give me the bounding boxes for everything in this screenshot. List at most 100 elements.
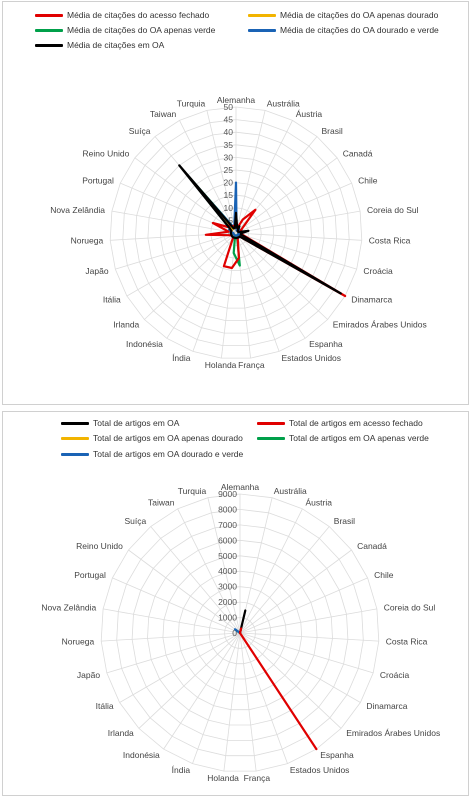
category-label-alemanha: Alemanha: [221, 482, 260, 492]
legend-item-total-de-artigos-em-oa-dourado-e-verde: Total de artigos em OA dourado e verde: [61, 449, 243, 459]
category-label-taiwan: Taiwan: [148, 498, 175, 508]
category-label-franca: França: [238, 360, 265, 370]
axis-tick-label: 5000: [218, 551, 237, 561]
grid-spoke: [179, 120, 237, 234]
grid-spoke: [126, 232, 237, 297]
grid-ring: [193, 586, 287, 680]
grid-ring: [162, 555, 318, 711]
grid-spoke: [235, 232, 306, 339]
axis-tick-label: 30: [224, 152, 234, 162]
category-label-italia: Itália: [103, 295, 121, 305]
category-label-nova-zelandia: Nova Zelândia: [41, 603, 96, 613]
axis-tick-label: 5: [228, 215, 233, 225]
grid-ring: [185, 182, 287, 284]
category-label-franca: França: [244, 773, 271, 783]
grid-spoke: [239, 632, 342, 729]
series-line-total-de-artigos-em-oa: [238, 609, 247, 635]
category-label-nova-zelandia: Nova Zelândia: [50, 205, 105, 215]
axis-tick-label: 8000: [218, 504, 237, 514]
series-line-total-de-artigos-em-acesso-fechado: [238, 627, 318, 751]
legend-swatch: [61, 421, 89, 425]
series-line-media-de-citacoes-em-oa: [178, 164, 342, 295]
grid-ring: [100, 493, 380, 772]
legend-swatch: [35, 13, 63, 17]
axis-tick-label: 10: [224, 203, 234, 213]
axis-tick-label: 40: [224, 127, 234, 137]
grid-spoke: [235, 110, 266, 234]
category-label-coreia-do-sul: Coreia do Sul: [367, 205, 419, 215]
category-label-japao: Japão: [85, 266, 108, 276]
axis-tick-label: 4000: [218, 566, 237, 576]
legend-swatch: [35, 28, 63, 32]
grid-spoke: [239, 508, 303, 634]
grid-spoke: [207, 497, 241, 634]
legend-swatch: [248, 28, 276, 32]
category-label-chile: Chile: [358, 175, 378, 185]
category-label-costa-rica: Costa Rica: [369, 236, 411, 246]
grid-spoke: [206, 110, 237, 234]
category-label-croacia: Croácia: [363, 266, 393, 276]
legend-swatch: [257, 421, 285, 425]
axis-tick-label: 25: [224, 165, 234, 175]
grid-spoke: [119, 632, 241, 703]
category-label-espanha: Espanha: [320, 750, 354, 760]
chart-panel-citations: Média de citações do acesso fechado Média…: [2, 1, 469, 405]
category-label-espanha: Espanha: [309, 339, 343, 349]
grid-spoke: [239, 632, 374, 674]
grid-spoke: [239, 632, 257, 772]
legend-item-media-de-citacoes-do-oa-apenas-dourado: Média de citações do OA apenas dourado: [248, 10, 438, 20]
category-label-japao: Japão: [77, 670, 100, 680]
grid-spoke: [223, 632, 241, 772]
grid-spoke: [235, 120, 293, 234]
category-label-reino-unido: Reino Unido: [83, 149, 130, 159]
category-label-dinamarca: Dinamarca: [366, 701, 407, 711]
category-label-indonesia: Indonésia: [126, 339, 163, 349]
category-label-suica: Suíça: [129, 126, 151, 136]
category-label-irlanda: Irlanda: [113, 319, 139, 329]
grid-spoke: [235, 182, 352, 234]
grid-spoke: [134, 157, 237, 234]
axis-tick-label: 50: [224, 102, 234, 112]
axis-tick-label: 45: [224, 115, 234, 125]
axis-tick-label: 3000: [218, 582, 237, 592]
grid-spoke: [115, 232, 237, 270]
category-label-croacia: Croácia: [380, 670, 410, 680]
legend-item-total-de-artigos-em-oa-apenas-verde: Total de artigos em OA apenas verde: [257, 433, 429, 443]
grid-spoke: [239, 549, 352, 634]
grid-spoke: [239, 632, 379, 642]
category-label-chile: Chile: [374, 570, 394, 580]
legend-label: Média de citações do OA apenas dourado: [280, 10, 439, 20]
grid-ring: [109, 106, 363, 359]
grid-ring: [224, 617, 256, 649]
grid-spoke: [103, 608, 241, 634]
legend-swatch: [248, 13, 276, 17]
legend-item-media-de-citacoes-do-oa-apenas-verde: Média de citações do OA apenas verde: [35, 25, 215, 35]
grid-spoke: [106, 632, 241, 674]
grid-spoke: [239, 608, 377, 634]
category-label-canada: Canadá: [357, 541, 387, 551]
grid-ring: [208, 601, 272, 665]
grid-spoke: [235, 232, 328, 320]
grid-spoke: [166, 232, 237, 339]
category-label-india: Índia: [172, 765, 191, 775]
grid-spoke: [235, 232, 357, 270]
axis-tick-label: 15: [224, 190, 234, 200]
category-label-turquia: Turquia: [178, 486, 207, 496]
grid-spoke: [144, 232, 237, 320]
legend-label: Total de artigos em OA: [93, 418, 180, 428]
grid-spoke: [239, 632, 288, 764]
category-label-italia: Itália: [96, 701, 114, 711]
legend-item-media-de-citacoes-em-oa: Média de citações em OA: [35, 40, 164, 50]
grid-spoke: [163, 632, 241, 750]
grid-spoke: [235, 232, 362, 241]
category-label-brasil: Brasil: [334, 516, 355, 526]
axis-tick-label: 1000: [218, 613, 237, 623]
category-label-taiwan: Taiwan: [150, 109, 177, 119]
axis-tick-label: 0: [232, 628, 237, 638]
grid-spoke: [239, 632, 361, 703]
axis-tick-label: 6000: [218, 535, 237, 545]
category-label-reino-unido: Reino Unido: [76, 541, 123, 551]
grid-spoke: [235, 232, 280, 352]
category-label-suica: Suíça: [124, 516, 146, 526]
